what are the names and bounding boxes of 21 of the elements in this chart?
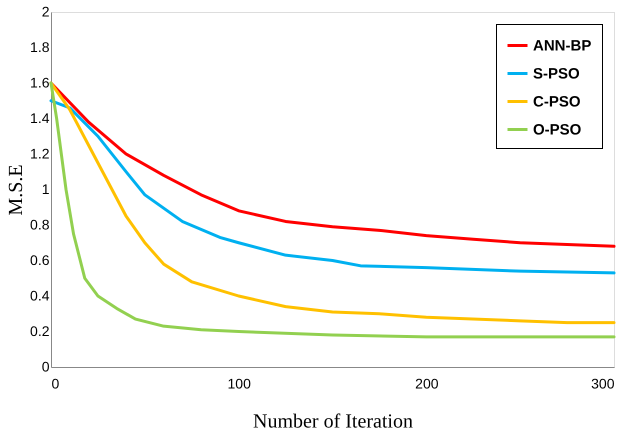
legend-label: O-PSO <box>533 122 582 138</box>
y-tick-label: 0.2 <box>30 323 50 339</box>
legend-label: ANN-BP <box>533 38 592 54</box>
y-tick-label: 0 <box>42 358 50 374</box>
line-series <box>50 82 616 248</box>
legend-label: C-PSO <box>533 94 581 110</box>
y-tick-label: 1.2 <box>30 146 50 162</box>
y-tick-label: 1.6 <box>30 74 50 90</box>
y-tick-label: 0.4 <box>30 288 50 304</box>
y-tick-label: 0.6 <box>30 252 50 268</box>
x-tick-label: 100 <box>227 376 252 392</box>
legend-label: S-PSO <box>533 66 580 82</box>
y-tick-label: 2 <box>42 4 50 20</box>
y-tick-label: 1.8 <box>30 39 50 55</box>
y-tick-label: 1.4 <box>30 110 50 126</box>
y-axis-title: M.S.E <box>5 164 28 216</box>
y-tick-label: 0.8 <box>30 216 50 232</box>
x-tick-label: 300 <box>591 376 615 392</box>
y-tick-label: 1 <box>42 181 50 197</box>
x-axis-title: Number of Iteration <box>253 410 413 432</box>
x-tick-label: 200 <box>415 376 439 392</box>
